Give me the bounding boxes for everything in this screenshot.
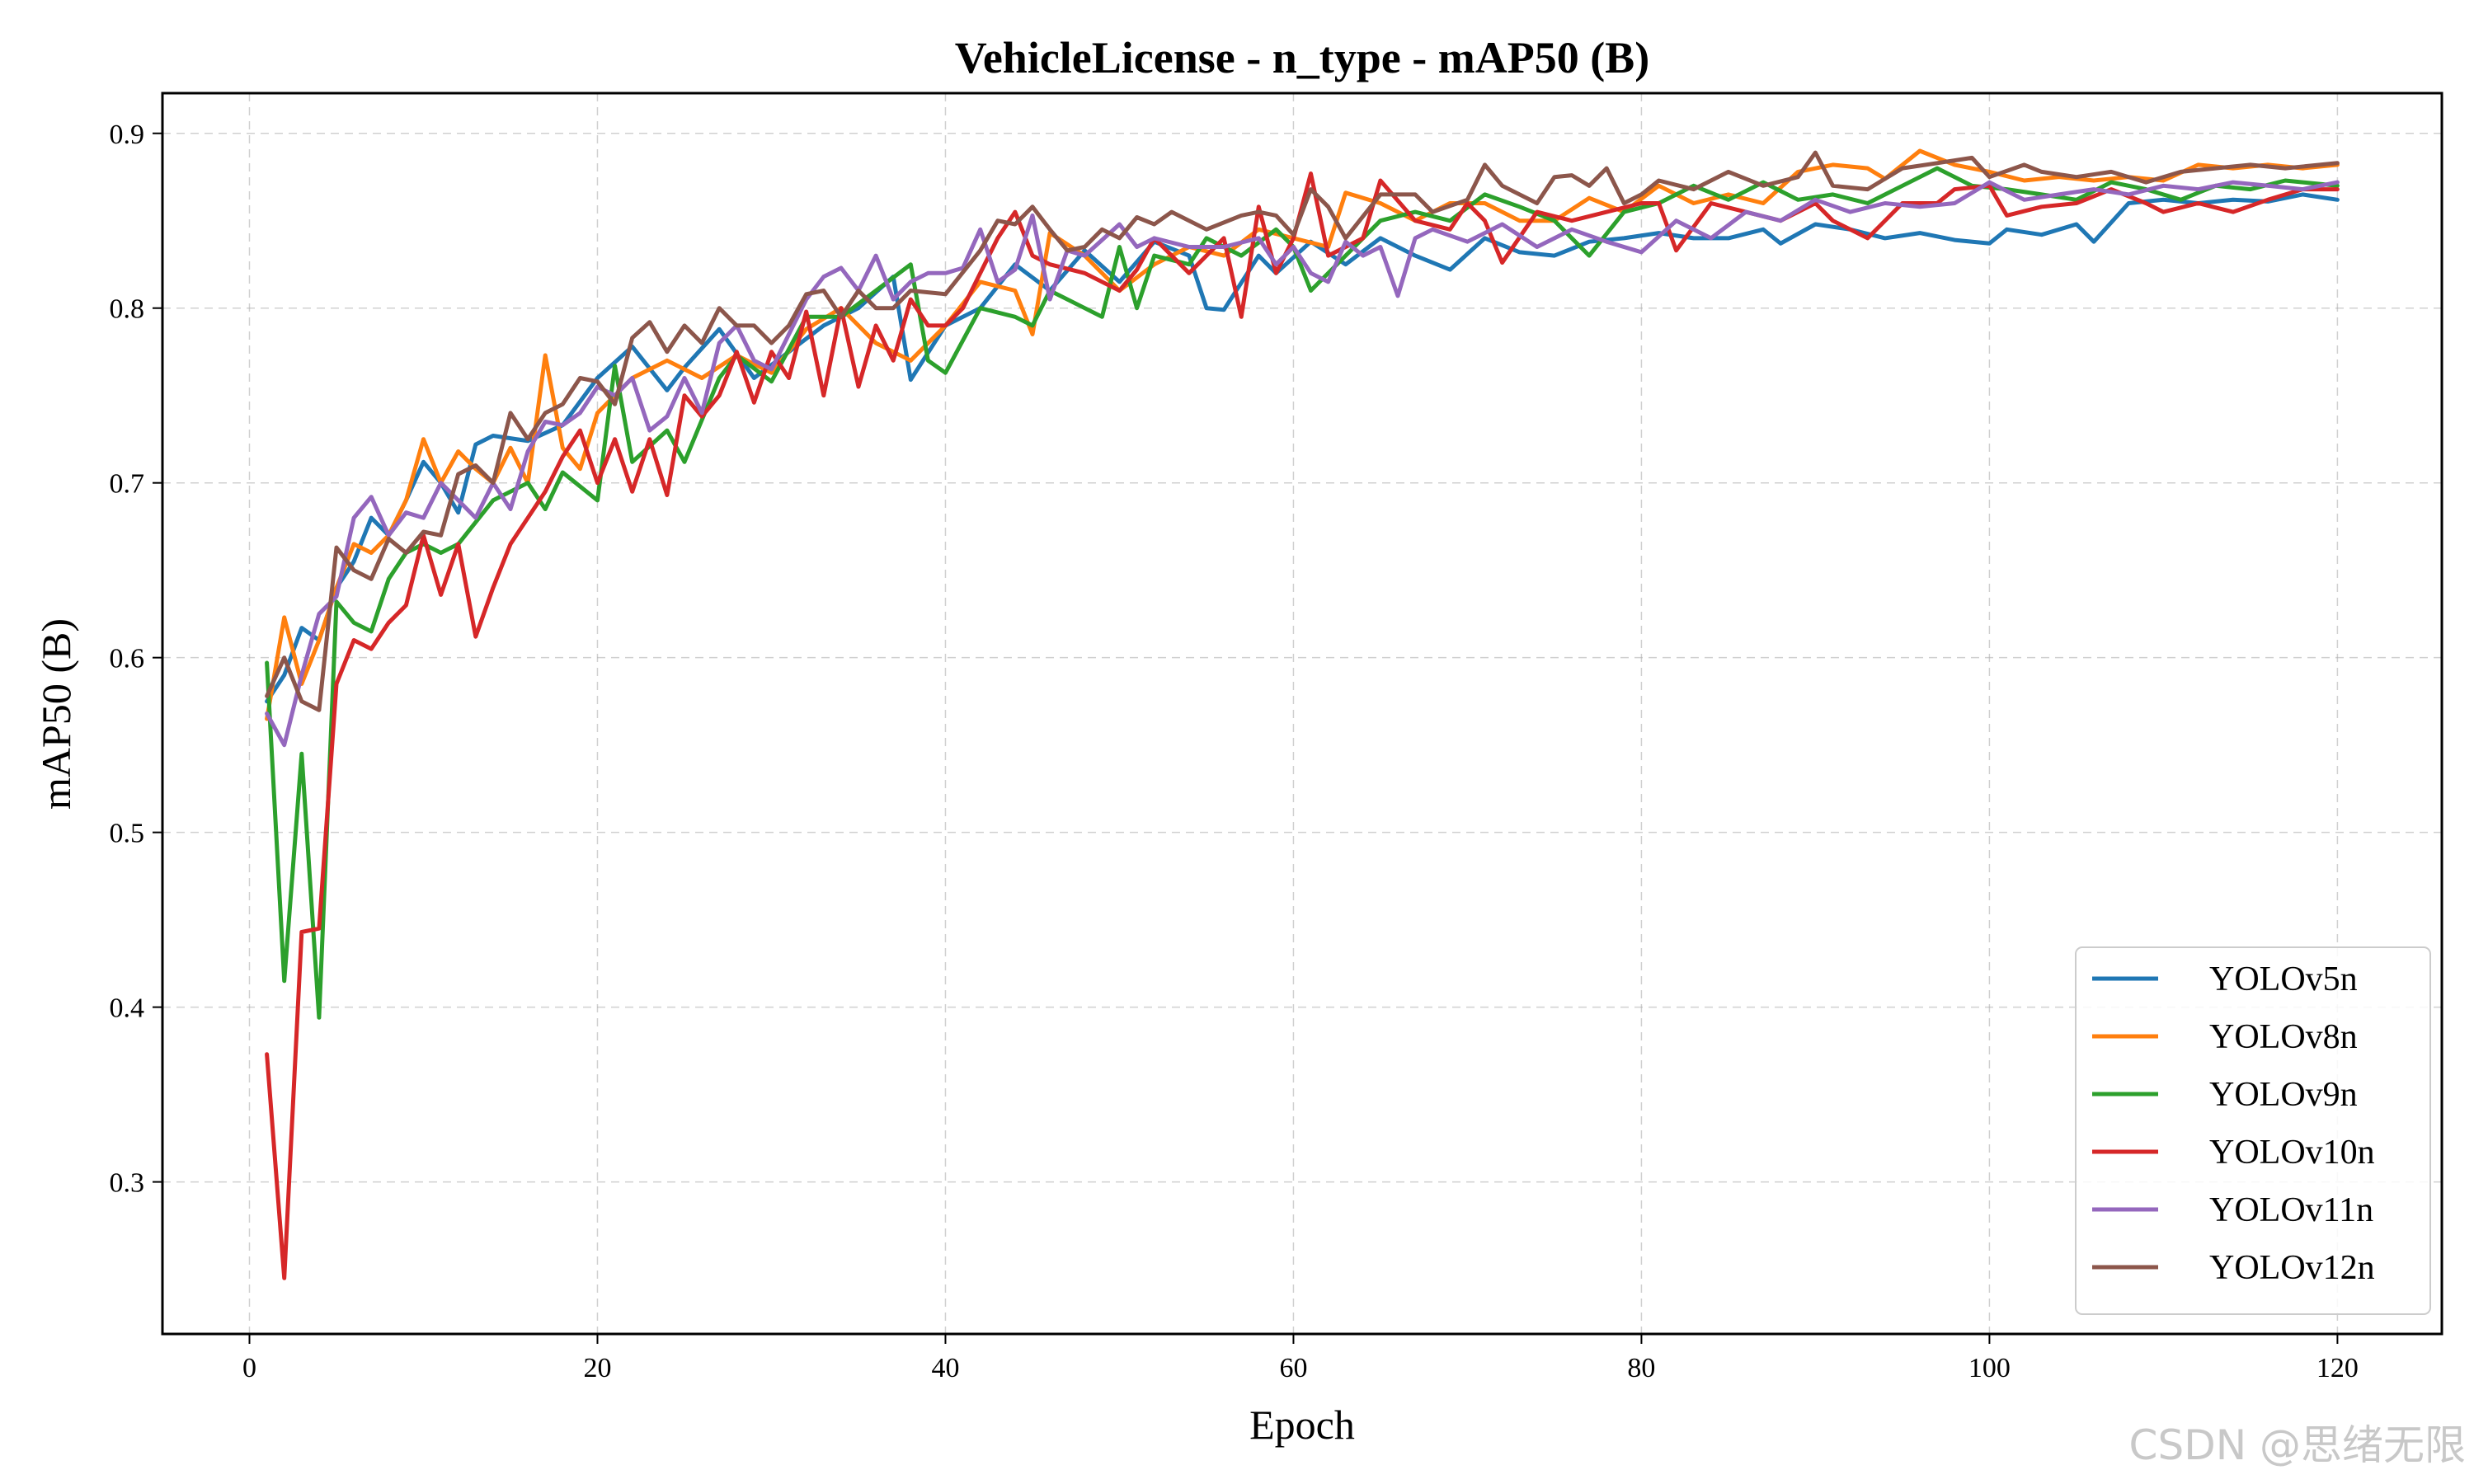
series-line-yolov11n (265, 180, 2340, 748)
legend: YOLOv5n YOLOv8n YOLOv9n YOLOv10n YOLOv11n YOL… (2075, 946, 2431, 1315)
legend-label: YOLOv11n (2209, 1191, 2373, 1229)
legend-label: YOLOv9n (2209, 1076, 2358, 1114)
x-tick-label: 100 (1968, 1353, 2011, 1383)
y-axis-label: mAP50 (B) (33, 618, 79, 810)
legend-label: YOLOv12n (2209, 1249, 2375, 1287)
legend-label: YOLOv8n (2209, 1018, 2358, 1056)
x-tick-label: 40 (931, 1353, 959, 1383)
y-tick-label: 0.5 (110, 819, 145, 849)
tick-layer: 0 20 40 60 80 100 120 0.3 0.4 0.5 0.6 0.7 0.8 0.9 (110, 120, 2359, 1383)
y-tick-label: 0.8 (110, 294, 145, 325)
y-tick-label: 0.9 (110, 120, 145, 150)
plot-frame (161, 92, 2443, 1336)
legend-label: YOLOv5n (2209, 960, 2358, 998)
y-tick-label: 0.6 (110, 644, 145, 674)
legend-box (2075, 946, 2431, 1315)
chart-title: VehicleLicense - n_type - mAP50 (B) (955, 33, 1649, 82)
y-tick-label: 0.4 (110, 993, 145, 1024)
x-tick-label: 120 (2316, 1353, 2359, 1383)
legend-label: YOLOv10n (2209, 1134, 2375, 1172)
series-line-yolov12n (265, 150, 2340, 712)
watermark: CSDN @思绪无限 (2129, 1421, 2466, 1469)
grid-layer (162, 93, 2442, 1334)
x-tick-label: 60 (1279, 1353, 1307, 1383)
y-tick-label: 0.3 (110, 1168, 145, 1199)
x-tick-label: 20 (583, 1353, 611, 1383)
x-tick-label: 80 (1627, 1353, 1655, 1383)
x-tick-label: 0 (242, 1353, 256, 1383)
series-line-yolov10n (265, 171, 2340, 1280)
y-tick-label: 0.7 (110, 469, 145, 500)
series-layer (265, 148, 2340, 1280)
x-axis-label: Epoch (1249, 1402, 1355, 1448)
